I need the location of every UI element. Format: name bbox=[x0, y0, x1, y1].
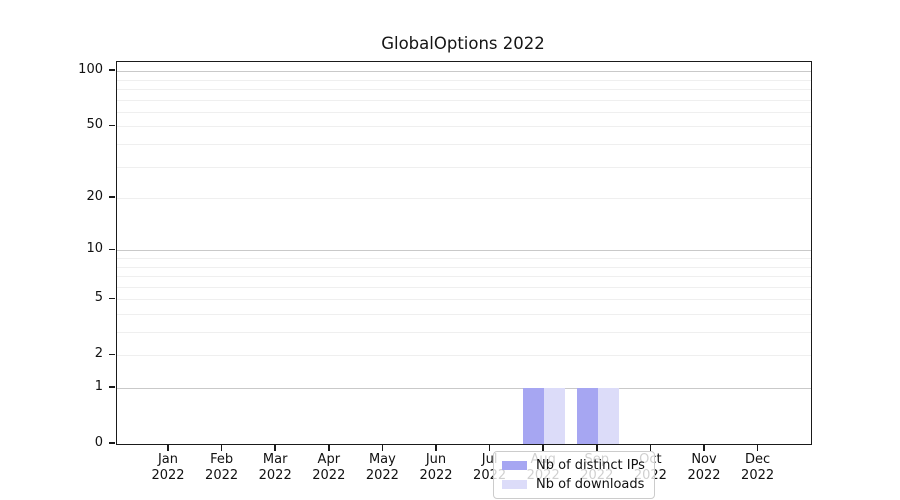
bar-distinct-ips-sep bbox=[576, 388, 598, 444]
x-tick-year: 2022 bbox=[258, 468, 292, 483]
y-tick-label: 5 bbox=[94, 290, 103, 306]
y-tick-mark bbox=[109, 124, 115, 127]
major-gridline bbox=[117, 388, 811, 389]
minor-gridline bbox=[117, 126, 811, 128]
x-tick-mark bbox=[167, 444, 169, 451]
x-tick-mark bbox=[488, 444, 491, 451]
y-tick-mark bbox=[109, 386, 115, 388]
x-tick-mark bbox=[435, 444, 437, 451]
minor-gridline bbox=[117, 111, 811, 113]
x-tick-label: Feb 2022 bbox=[194, 452, 250, 484]
bar-downloads-sep bbox=[597, 388, 619, 444]
x-tick-mark bbox=[274, 444, 276, 451]
major-gridline bbox=[117, 250, 811, 252]
x-tick-label: Apr 2022 bbox=[301, 452, 357, 484]
x-tick-mark bbox=[542, 444, 544, 451]
minor-gridline bbox=[117, 299, 811, 301]
minor-gridline bbox=[117, 332, 811, 334]
x-tick-year: 2022 bbox=[205, 468, 239, 483]
minor-gridline bbox=[117, 276, 811, 278]
minor-gridline bbox=[117, 198, 811, 200]
minor-gridline bbox=[117, 355, 811, 357]
legend-item-downloads: Nb of downloads bbox=[502, 477, 646, 492]
minor-gridline bbox=[117, 286, 811, 288]
x-tick-year: 2022 bbox=[151, 468, 185, 483]
y-tick-mark bbox=[109, 69, 115, 71]
x-tick-label: Nov 2022 bbox=[676, 452, 732, 484]
x-tick-year: 2022 bbox=[741, 468, 775, 483]
x-tick-mark bbox=[220, 444, 223, 451]
x-tick-label: Jun 2022 bbox=[408, 452, 464, 484]
y-tick-label: 0 bbox=[94, 435, 103, 450]
y-tick-label: 100 bbox=[78, 62, 103, 78]
y-tick-label: 50 bbox=[86, 117, 103, 133]
x-tick-year: 2022 bbox=[687, 468, 721, 483]
x-tick-mark bbox=[328, 444, 330, 451]
x-tick-label: May 2022 bbox=[354, 452, 410, 484]
x-tick-year: 2022 bbox=[419, 468, 453, 483]
minor-gridline bbox=[117, 166, 811, 168]
legend-label-downloads: Nb of downloads bbox=[536, 477, 645, 492]
x-tick-year: 2022 bbox=[365, 468, 399, 483]
y-tick-mark bbox=[109, 248, 115, 251]
legend: Nb of distinct IPs Nb of downloads bbox=[493, 451, 655, 499]
legend-swatch-downloads-icon bbox=[502, 480, 527, 489]
major-gridline bbox=[117, 71, 811, 73]
x-tick-label: Mar 2022 bbox=[247, 452, 303, 484]
minor-gridline bbox=[117, 79, 811, 81]
legend-swatch-distinct-ips-icon bbox=[502, 461, 527, 470]
y-tick-label: 2 bbox=[94, 346, 103, 362]
minor-gridline bbox=[117, 99, 811, 101]
y-tick-label: 10 bbox=[86, 241, 103, 257]
x-tick-year: 2022 bbox=[312, 468, 346, 483]
y-tick-mark bbox=[109, 297, 115, 299]
y-tick-mark bbox=[109, 353, 115, 355]
y-tick-label: 20 bbox=[86, 189, 103, 205]
x-tick-mark bbox=[381, 444, 384, 451]
minor-gridline bbox=[117, 89, 811, 91]
x-tick-mark bbox=[756, 444, 759, 451]
y-tick-mark bbox=[109, 442, 115, 444]
bar-distinct-ips-aug bbox=[523, 388, 545, 444]
minor-gridline bbox=[117, 258, 811, 259]
x-tick-label: Dec 2022 bbox=[730, 452, 786, 484]
x-tick-mark bbox=[703, 444, 705, 451]
legend-label-distinct-ips: Nb of distinct IPs bbox=[536, 458, 645, 473]
plot-area: Nb of distinct IPs Nb of downloads bbox=[116, 61, 812, 499]
x-tick-label: Jan 2022 bbox=[140, 452, 196, 484]
minor-gridline bbox=[117, 144, 811, 146]
legend-item-distinct-ips: Nb of distinct IPs bbox=[502, 458, 646, 473]
y-tick-label: 1 bbox=[94, 379, 103, 394]
bar-downloads-aug bbox=[544, 388, 566, 444]
minor-gridline bbox=[117, 266, 811, 268]
minor-gridline bbox=[117, 313, 811, 315]
y-tick-mark bbox=[109, 196, 115, 198]
chart-title: GlobalOptions 2022 bbox=[381, 34, 545, 53]
x-tick-mark bbox=[649, 444, 652, 451]
x-tick-mark bbox=[596, 444, 598, 451]
